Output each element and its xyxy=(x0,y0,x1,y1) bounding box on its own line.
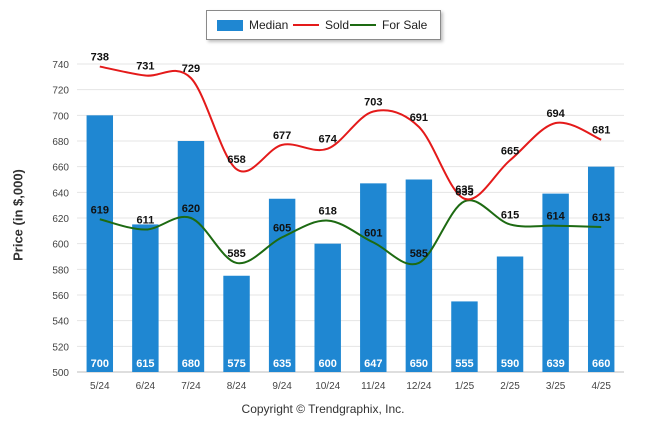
for-sale-data-label: 620 xyxy=(182,203,200,215)
sold-swatch xyxy=(293,24,319,26)
y-tick-label: 620 xyxy=(52,214,69,225)
y-tick-label: 700 xyxy=(52,111,69,122)
median-bar xyxy=(451,301,478,372)
for-sale-data-label: 618 xyxy=(319,206,337,218)
y-tick-label: 540 xyxy=(52,317,69,328)
median-bar xyxy=(223,275,250,372)
median-bar xyxy=(177,141,205,372)
legend-item-for-sale[interactable]: For Sale xyxy=(350,18,427,32)
for-sale-data-label: 601 xyxy=(364,227,382,239)
median-data-label: 639 xyxy=(546,358,564,370)
legend-label-median: Median xyxy=(249,18,289,32)
median-bar xyxy=(542,193,569,372)
y-tick-label: 560 xyxy=(52,291,69,302)
copyright: Copyright © Trendgraphix, Inc. xyxy=(241,402,405,416)
median-data-label: 700 xyxy=(91,358,109,370)
for-sale-line xyxy=(99,199,602,266)
y-tick-label: 680 xyxy=(52,137,69,148)
x-tick-label: 7/24 xyxy=(181,381,201,392)
sold-data-label: 694 xyxy=(546,108,565,120)
x-tick-label: 6/24 xyxy=(136,381,156,392)
sold-data-label: 674 xyxy=(319,134,338,146)
median-bar xyxy=(360,183,387,372)
sold-data-label: 665 xyxy=(501,145,519,157)
sold-data-label: 681 xyxy=(592,125,610,137)
for-sale-data-label: 605 xyxy=(273,222,291,234)
x-tick-label: 1/25 xyxy=(455,381,475,392)
median-data-label: 555 xyxy=(455,358,473,370)
sold-data-label: 635 xyxy=(455,184,473,196)
x-tick-label: 10/24 xyxy=(315,381,340,392)
for-sale-data-label: 614 xyxy=(546,211,565,223)
y-tick-label: 520 xyxy=(52,342,69,353)
median-bar xyxy=(314,243,341,372)
median-data-label: 600 xyxy=(319,358,337,370)
x-tick-label: 2/25 xyxy=(500,381,520,392)
median-data-label: 660 xyxy=(592,358,610,370)
median-data-label: 635 xyxy=(273,358,291,370)
for-sale-swatch xyxy=(350,24,376,26)
sold-data-label: 729 xyxy=(182,63,200,75)
y-tick-label: 500 xyxy=(52,368,69,379)
legend-label-for-sale: For Sale xyxy=(382,18,428,32)
sold-data-label: 691 xyxy=(410,112,428,124)
legend-item-sold[interactable]: Sold xyxy=(293,18,349,32)
y-tick-label: 660 xyxy=(52,163,69,174)
sold-data-label: 677 xyxy=(273,130,291,142)
legend: Median Sold For Sale xyxy=(206,10,441,40)
median-data-label: 650 xyxy=(410,358,428,370)
y-tick-label: 740 xyxy=(52,60,69,71)
median-data-label: 615 xyxy=(136,358,154,370)
median-data-label: 680 xyxy=(182,358,200,370)
median-bar xyxy=(587,166,615,372)
for-sale-data-label: 585 xyxy=(227,248,245,260)
median-data-label: 575 xyxy=(227,358,245,370)
legend-item-median[interactable]: Median xyxy=(217,18,288,32)
x-tick-label: 11/24 xyxy=(361,381,386,392)
y-tick-label: 720 xyxy=(52,86,69,97)
sold-data-label: 731 xyxy=(136,61,154,73)
for-sale-data-label: 619 xyxy=(91,204,109,216)
median-data-label: 647 xyxy=(364,358,382,370)
median-bar xyxy=(268,198,296,372)
x-tick-label: 12/24 xyxy=(406,381,431,392)
x-tick-label: 8/24 xyxy=(227,381,247,392)
median-data-label: 590 xyxy=(501,358,519,370)
for-sale-data-label: 615 xyxy=(501,209,519,221)
y-tick-label: 640 xyxy=(52,188,69,199)
sold-data-label: 738 xyxy=(91,52,109,64)
y-tick-label: 580 xyxy=(52,265,69,276)
y-tick-label: 600 xyxy=(52,240,69,251)
y-axis-label: Price (in $,000) xyxy=(10,169,26,261)
sold-line xyxy=(99,65,602,201)
median-swatch xyxy=(217,19,243,31)
median-bar xyxy=(132,224,159,372)
for-sale-data-label: 611 xyxy=(137,215,155,227)
x-tick-label: 5/24 xyxy=(90,381,110,392)
for-sale-data-label: 613 xyxy=(592,212,610,224)
median-bar xyxy=(86,115,114,372)
x-tick-label: 4/25 xyxy=(591,381,611,392)
x-tick-label: 9/24 xyxy=(272,381,292,392)
legend-label-sold: Sold xyxy=(325,18,350,32)
sold-data-label: 703 xyxy=(364,96,382,108)
for-sale-data-label: 633 xyxy=(455,186,473,198)
for-sale-data-label: 585 xyxy=(410,248,428,260)
median-bar xyxy=(405,179,433,372)
sold-data-label: 658 xyxy=(227,154,245,166)
x-tick-label: 3/25 xyxy=(546,381,566,392)
median-bar xyxy=(496,256,524,372)
